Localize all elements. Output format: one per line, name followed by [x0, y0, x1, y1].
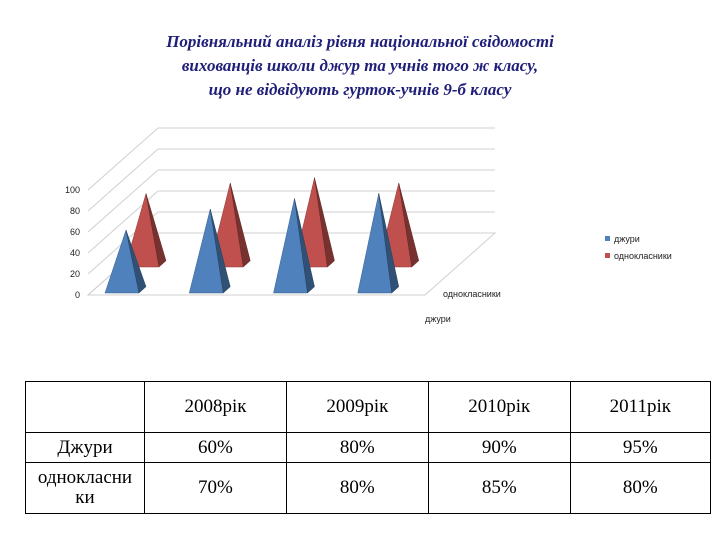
table-header-cell: 2010рік	[427, 381, 571, 433]
chart-title: Порівняльний аналіз рівня національної с…	[80, 30, 640, 102]
y-tick-label: 80	[70, 206, 80, 216]
table-header-cell: 2009рік	[285, 381, 429, 433]
title-line: Порівняльний аналіз рівня національної с…	[166, 32, 554, 51]
legend-label: однокласники	[614, 251, 672, 261]
row-label: однокласни ки	[25, 462, 145, 514]
pyramid-side-face	[314, 177, 335, 268]
row-label-line: однокласни	[37, 467, 133, 488]
table-corner-cell	[25, 381, 145, 433]
pyramid-side-face	[378, 193, 400, 294]
table-cell: 80%	[285, 432, 429, 463]
pyramid-side-face	[210, 208, 231, 294]
table-cell: 80%	[569, 462, 712, 514]
pyramid-front	[273, 198, 315, 294]
table-header-cell: 2011рік	[569, 381, 712, 433]
table-cell: 80%	[285, 462, 429, 514]
pyramid-chart: 0 20 40 60 80 100 джури однокласники однокласн…	[65, 127, 672, 324]
y-tick-label: 20	[70, 269, 80, 279]
title-line: вихованців школи джур та учнів того ж кл…	[181, 56, 539, 75]
gridline	[87, 169, 159, 233]
pyramid-side-face	[398, 182, 420, 268]
legend-swatch	[605, 236, 610, 241]
y-tick-label: 100	[65, 185, 80, 195]
table-row: однокласни ки 70% 80% 85% 80%	[25, 462, 712, 514]
table-cell: 70%	[144, 462, 287, 514]
data-table: 2008рік 2009рік 2010рік 2011рік Джури 60…	[25, 381, 712, 514]
pyramid-side-face	[145, 193, 167, 268]
depth-axis-label: однокласники	[443, 289, 501, 299]
table-row: Джури 60% 80% 90% 95%	[25, 432, 712, 463]
row-label-line: ки	[75, 487, 95, 508]
pyramid-side-face	[294, 198, 315, 294]
legend-label: джури	[614, 234, 640, 244]
pyramid-front	[104, 229, 147, 294]
gridline	[87, 127, 159, 191]
table-cell: 60%	[144, 432, 287, 463]
y-tick-label: 0	[75, 290, 80, 300]
table-header-cell: 2008рік	[144, 381, 287, 433]
chart-grid	[86, 127, 497, 296]
depth-axis-label: джури	[425, 314, 451, 324]
pyramid-side-face	[125, 229, 147, 294]
table-cell: 95%	[569, 432, 712, 463]
row-label: Джури	[25, 432, 145, 463]
y-tick-label: 60	[70, 227, 80, 237]
depth-axis: однокласники джури	[425, 289, 501, 324]
pyramid-front	[188, 208, 231, 294]
legend-swatch	[605, 253, 610, 258]
title-line: що не відвідують гурток-учнів 9-б класу	[208, 80, 512, 99]
pyramid-side-face	[230, 182, 251, 268]
table-cell: 85%	[427, 462, 571, 514]
y-axis: 0 20 40 60 80 100	[65, 185, 80, 300]
gridline	[87, 148, 159, 212]
chart-legend: джури однокласники	[605, 234, 672, 261]
table-header-row: 2008рік 2009рік 2010рік 2011рік	[25, 381, 712, 433]
table-cell: 90%	[427, 432, 571, 463]
pyramid-front	[357, 193, 400, 294]
chart-marks	[104, 177, 420, 294]
pyramid-back	[124, 193, 167, 268]
y-tick-label: 40	[70, 248, 80, 258]
